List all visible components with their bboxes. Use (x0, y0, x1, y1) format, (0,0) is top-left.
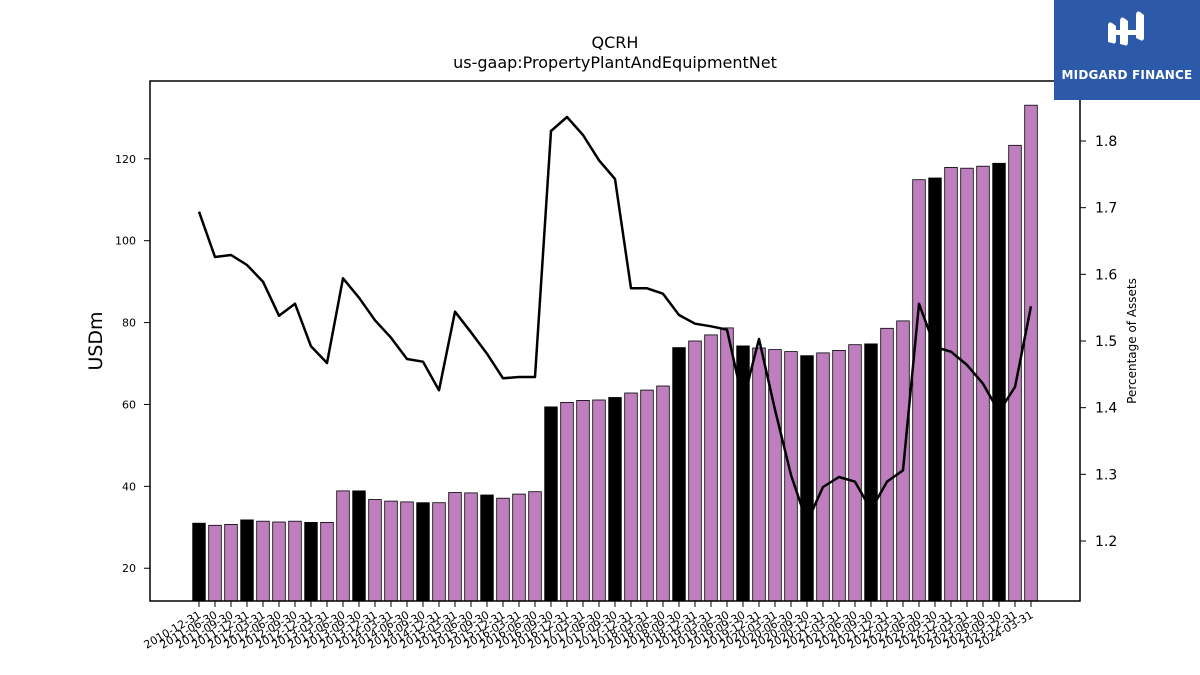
bar-2011-06-30 (224, 524, 238, 602)
bar-2019-03-31 (720, 327, 734, 602)
bar-2015-09-30 (496, 497, 510, 602)
logo: MIDGARD FINANCE (1054, 0, 1200, 100)
bar-2011-09-30 (240, 519, 254, 602)
bar-2010-12-31 (192, 522, 206, 602)
bar-2016-03-31 (528, 491, 542, 602)
bar-2023-09-30 (1008, 144, 1022, 602)
bar-2019-09-30 (752, 347, 766, 602)
y-tick-label: 60 (122, 398, 136, 411)
logo-text: MIDGARD FINANCE (1061, 68, 1193, 82)
bar-2012-09-30 (304, 522, 318, 602)
bar-2018-12-31 (704, 334, 718, 602)
bar-2021-09-30 (880, 327, 894, 602)
bar-2011-12-31 (256, 520, 270, 602)
bar-2014-09-30 (432, 502, 446, 602)
y2-tick-label: 1.2 (1095, 534, 1117, 550)
y2-tick-label: 1.8 (1095, 134, 1117, 150)
y2-tick-label: 1.5 (1095, 334, 1117, 350)
y2-tick-label: 1.4 (1095, 401, 1117, 417)
bar-2022-12-31 (960, 167, 974, 602)
chart-subtitle: us-gaap:PropertyPlantAndEquipmentNet (453, 53, 777, 72)
bar-2020-09-30 (816, 352, 830, 602)
bar-2023-12-31 (1024, 104, 1038, 602)
bar-2023-06-30 (992, 162, 1006, 602)
bar-2012-03-31 (272, 521, 286, 602)
logo-mark-icon (1108, 11, 1144, 46)
bar-2017-09-30 (624, 392, 638, 602)
y-tick-label: 120 (115, 153, 136, 166)
bar-2015-12-31 (512, 493, 526, 602)
bar-2013-06-30 (352, 490, 366, 602)
bar-2018-06-30 (672, 347, 686, 602)
bar-2018-03-31 (656, 385, 670, 602)
bar-2012-12-31 (320, 522, 334, 602)
y2-axis-label: Percentage of Assets (1125, 278, 1139, 404)
bar-2021-06-30 (864, 343, 878, 602)
bar-2022-09-30 (944, 166, 958, 602)
bar-2016-06-30 (544, 406, 558, 602)
bar-2014-06-30 (416, 502, 430, 602)
y2-tick-label: 1.7 (1095, 201, 1117, 217)
bar-2013-03-31 (336, 490, 350, 602)
bar-2012-06-30 (288, 520, 302, 602)
y-tick-label: 100 (115, 235, 136, 248)
bar-2020-12-31 (832, 349, 846, 602)
bar-2021-03-31 (848, 344, 862, 602)
bar-2014-03-31 (400, 501, 414, 602)
bar-2015-03-31 (464, 492, 478, 602)
bar-2013-09-30 (368, 499, 382, 602)
y-tick-label: 40 (122, 480, 136, 493)
bar-2014-12-31 (448, 492, 462, 602)
y2-tick-label: 1.3 (1095, 467, 1117, 483)
percentage-line (197, 115, 1033, 524)
bar-2013-12-31 (384, 500, 398, 602)
bar-2022-03-31 (912, 179, 926, 602)
y-tick-label: 20 (122, 562, 136, 575)
y-tick-label: 80 (122, 317, 136, 330)
chart-title: QCRH (592, 33, 639, 52)
bar-2020-06-30 (800, 355, 814, 602)
bar-2011-03-31 (208, 524, 222, 602)
bar-2017-12-31 (640, 389, 654, 602)
bar-2016-09-30 (560, 401, 574, 602)
bar-2016-12-31 (576, 399, 590, 602)
bar-2017-03-31 (592, 399, 606, 602)
bar-2017-06-30 (608, 397, 622, 602)
y2-tick-label: 1.6 (1095, 267, 1117, 283)
bar-2015-06-30 (480, 494, 494, 602)
bar-2018-09-30 (688, 340, 702, 602)
bar-2022-06-30 (928, 177, 942, 602)
y-axis-label: USDm (85, 311, 107, 370)
